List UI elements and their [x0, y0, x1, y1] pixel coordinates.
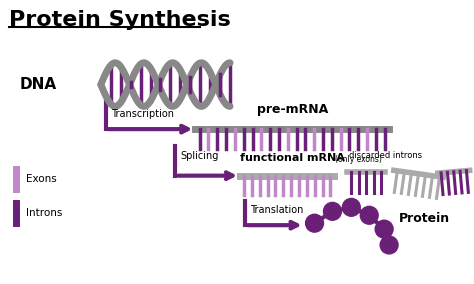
Text: Translation: Translation	[250, 205, 303, 215]
Text: pre-mRNA: pre-mRNA	[256, 103, 328, 116]
Text: Introns: Introns	[26, 208, 63, 218]
Text: functional mRNA: functional mRNA	[240, 153, 345, 163]
Circle shape	[323, 202, 341, 220]
Circle shape	[360, 206, 378, 224]
Text: discarded introns: discarded introns	[349, 151, 422, 160]
Text: Exons: Exons	[26, 174, 57, 184]
Text: Splicing: Splicing	[180, 151, 219, 161]
Circle shape	[342, 199, 360, 216]
Circle shape	[380, 236, 398, 254]
Text: Transcription: Transcription	[111, 109, 174, 119]
Text: Protein: Protein	[399, 212, 450, 225]
Circle shape	[375, 220, 393, 238]
Text: Protein Synthesis: Protein Synthesis	[9, 10, 231, 30]
Text: DNA: DNA	[19, 77, 56, 92]
Text: (only exons): (only exons)	[336, 155, 383, 164]
Circle shape	[306, 214, 323, 232]
